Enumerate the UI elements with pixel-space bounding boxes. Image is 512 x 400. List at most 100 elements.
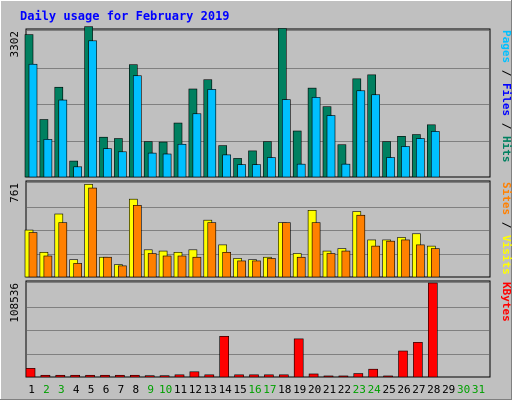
bar-pages-day-12 [192, 113, 202, 178]
bar-kbytes-day-16 [249, 374, 259, 378]
bar-pages-day-5 [88, 40, 97, 178]
bar-sites-day-27 [416, 244, 425, 278]
bar-kbytes-day-14 [219, 335, 229, 378]
y-max-label: 761 [8, 183, 21, 203]
bar-kbytes-day-12 [189, 371, 200, 378]
day-label-20: 20 [308, 383, 321, 396]
bar-sites-day-14 [222, 251, 231, 278]
bar-sites-day-24 [371, 245, 381, 278]
bar-kbytes-day-18 [278, 374, 289, 378]
bar-pages-day-21 [326, 115, 336, 178]
chart-panels: 3302 Pages / Files / Hits 761 Sites / Visit… [8, 26, 512, 378]
day-label-22: 22 [338, 383, 351, 396]
bar-pages-day-17 [267, 157, 276, 178]
bar-sites-day-23 [356, 214, 366, 278]
bar-pages-day-25 [386, 157, 395, 178]
day-label-1: 1 [28, 383, 35, 396]
day-label-11: 11 [174, 383, 187, 396]
day-label-4: 4 [73, 383, 80, 396]
panel-visits_sites: 761 Sites / Visits [8, 180, 512, 278]
right-label-part-4: Hits [500, 136, 512, 163]
panel-hits_files_pages: 3302 Pages / Files / Hits [8, 26, 512, 178]
bar-kbytes-day-24 [368, 368, 379, 378]
bar-sites-day-28 [430, 248, 440, 278]
bar-pages-day-16 [252, 164, 261, 178]
bar-pages-day-15 [237, 164, 246, 178]
bar-kbytes-day-11 [174, 374, 185, 378]
bar-pages-day-3 [58, 99, 68, 178]
day-label-13: 13 [204, 383, 217, 396]
bar-sites-day-26 [401, 239, 410, 278]
bar-sites-day-1 [28, 232, 38, 278]
bar-kbytes-day-10 [159, 375, 170, 378]
bar-sites-day-7 [118, 265, 127, 278]
day-label-14: 14 [219, 383, 233, 396]
bar-pages-day-28 [430, 131, 440, 178]
bar-pages-day-9 [147, 152, 157, 178]
bar-kbytes-day-25 [383, 375, 393, 378]
bar-pages-day-20 [311, 97, 321, 178]
bar-pages-day-8 [133, 75, 142, 178]
bar-sites-day-10 [162, 255, 172, 278]
bar-sites-day-20 [311, 222, 321, 278]
day-label-26: 26 [397, 383, 410, 396]
bar-kbytes-day-3 [55, 374, 66, 378]
bar-sites-day-12 [192, 256, 202, 278]
y-max-label: 108536 [8, 283, 21, 323]
bar-kbytes-day-19 [293, 338, 304, 378]
bar-sites-day-19 [296, 256, 306, 278]
bar-kbytes-day-20 [308, 373, 319, 378]
bar-sites-day-17 [267, 258, 276, 278]
right-label-part-0: KBytes [500, 282, 512, 322]
day-label-30: 30 [457, 383, 470, 396]
bar-kbytes-day-27 [413, 342, 423, 378]
bar-kbytes-day-23 [353, 373, 364, 378]
bar-pages-day-7 [118, 151, 127, 178]
bar-sites-day-6 [103, 256, 112, 278]
bar-kbytes-day-15 [234, 374, 244, 378]
panel-frame [25, 280, 491, 378]
day-label-23: 23 [353, 383, 366, 396]
day-label-3: 3 [58, 383, 65, 396]
bar-kbytes-day-9 [144, 375, 155, 378]
panel-kbytes: 108536 KBytes [8, 280, 512, 378]
day-label-25: 25 [382, 383, 395, 396]
bar-sites-day-9 [147, 253, 157, 278]
bar-pages-day-22 [341, 163, 351, 178]
bar-pages-day-1 [28, 63, 38, 178]
right-label-part-0: Sites [500, 182, 512, 215]
bar-kbytes-day-26 [398, 350, 408, 378]
bar-kbytes-day-2 [40, 374, 51, 378]
right-label-part-3: / [500, 116, 512, 136]
right-label-part-1: / [500, 215, 512, 235]
bar-pages-day-2 [43, 139, 53, 178]
day-label-28: 28 [427, 383, 440, 396]
bar-sites-day-2 [43, 255, 53, 278]
bar-kbytes-day-21 [323, 375, 334, 378]
bar-sites-day-13 [207, 222, 217, 278]
bar-pages-day-27 [416, 138, 425, 178]
bar-sites-day-4 [73, 263, 82, 278]
bar-sites-day-11 [177, 255, 187, 278]
bar-pages-day-26 [401, 146, 410, 178]
right-axis-label: Sites / Visits [500, 182, 512, 275]
bar-sites-day-5 [88, 187, 97, 278]
bar-sites-day-8 [133, 205, 142, 278]
y-max-label: 3302 [8, 31, 21, 58]
day-label-17: 17 [263, 383, 276, 396]
day-label-21: 21 [323, 383, 336, 396]
bar-pages-day-19 [296, 163, 306, 178]
bar-sites-day-16 [252, 260, 261, 278]
bar-pages-day-11 [177, 143, 187, 178]
bar-pages-day-13 [207, 89, 217, 178]
bar-kbytes-day-1 [25, 368, 36, 378]
bar-sites-day-21 [326, 253, 336, 278]
day-label-7: 7 [118, 383, 125, 396]
day-label-31: 31 [472, 383, 485, 396]
bar-pages-day-10 [162, 153, 172, 178]
bar-kbytes-day-5 [85, 374, 95, 378]
day-label-6: 6 [103, 383, 110, 396]
bar-sites-day-3 [58, 222, 68, 278]
bar-pages-day-23 [356, 90, 366, 178]
